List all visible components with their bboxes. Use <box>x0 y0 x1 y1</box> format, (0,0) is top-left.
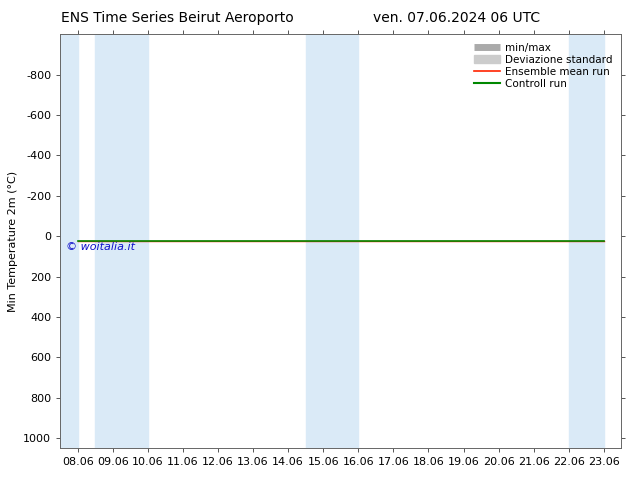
Bar <box>306 34 358 448</box>
Text: ven. 07.06.2024 06 UTC: ven. 07.06.2024 06 UTC <box>373 11 540 25</box>
Y-axis label: Min Temperature 2m (°C): Min Temperature 2m (°C) <box>8 171 18 312</box>
Legend: min/max, Deviazione standard, Ensemble mean run, Controll run: min/max, Deviazione standard, Ensemble m… <box>471 40 616 92</box>
Text: ENS Time Series Beirut Aeroporto: ENS Time Series Beirut Aeroporto <box>61 11 294 25</box>
Bar <box>95 34 148 448</box>
Text: © woitalia.it: © woitalia.it <box>66 242 135 252</box>
Bar <box>569 34 604 448</box>
Bar <box>60 34 78 448</box>
